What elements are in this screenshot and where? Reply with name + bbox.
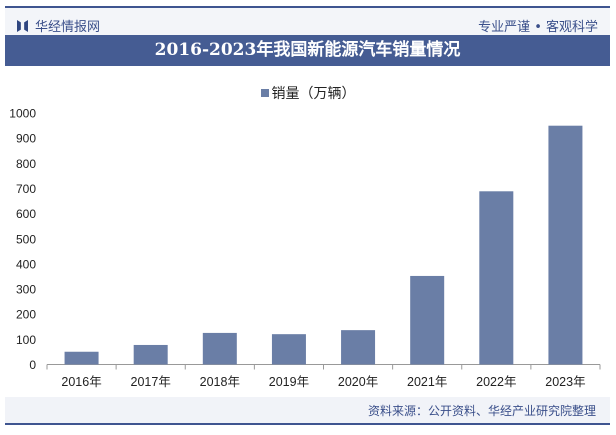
legend-label: 销量（万辆） [271,86,356,102]
x-tick-label: 2019年 [269,375,309,389]
source-note: 资料来源：公开资料、华经产业研究院整理 [367,404,596,418]
y-tick-label: 500 [16,232,36,246]
y-tick-label: 800 [16,157,36,171]
y-tick-label: 300 [16,283,36,297]
bar-7 [548,125,583,365]
x-tick-label: 2021年 [407,375,447,389]
y-tick-label: 600 [16,207,36,221]
x-tick-label: 2022年 [476,375,516,389]
y-tick-label: 700 [16,182,36,196]
header: 华经情报网 专业严谨 • 客观科学 [5,8,610,35]
logo: 华经情报网 [17,16,100,35]
slogan: 专业严谨 • 客观科学 [478,20,598,35]
bar-0 [64,351,99,365]
bar-3 [271,334,306,365]
y-tick-label: 100 [16,333,36,347]
legend-swatch [260,89,269,97]
footer: 资料来源：公开资料、华经产业研究院整理 [5,397,610,423]
y-tick-label: 0 [29,358,36,372]
x-tick-label: 2023年 [545,375,585,389]
bar-4 [341,330,376,365]
bar-1 [133,344,168,365]
x-tick-label: 2020年 [338,375,378,389]
logo-text: 华经情报网 [35,20,101,35]
bar-6 [479,191,514,365]
bar-2 [202,332,237,365]
chart-title: 2016-2023年我国新能源汽车销量情况 [5,35,610,66]
x-tick-label: 2018年 [200,375,240,389]
y-tick-label: 400 [16,257,36,271]
x-tick-label: 2016年 [61,375,101,389]
y-tick-label: 1000 [9,107,36,121]
bottom-divider [5,423,610,425]
x-tick-label: 2017年 [131,375,171,389]
bar-5 [410,275,445,365]
y-tick-label: 200 [16,308,36,322]
y-tick-label: 900 [16,132,36,146]
top-divider [5,6,610,8]
legend: 销量（万辆） [0,83,616,103]
